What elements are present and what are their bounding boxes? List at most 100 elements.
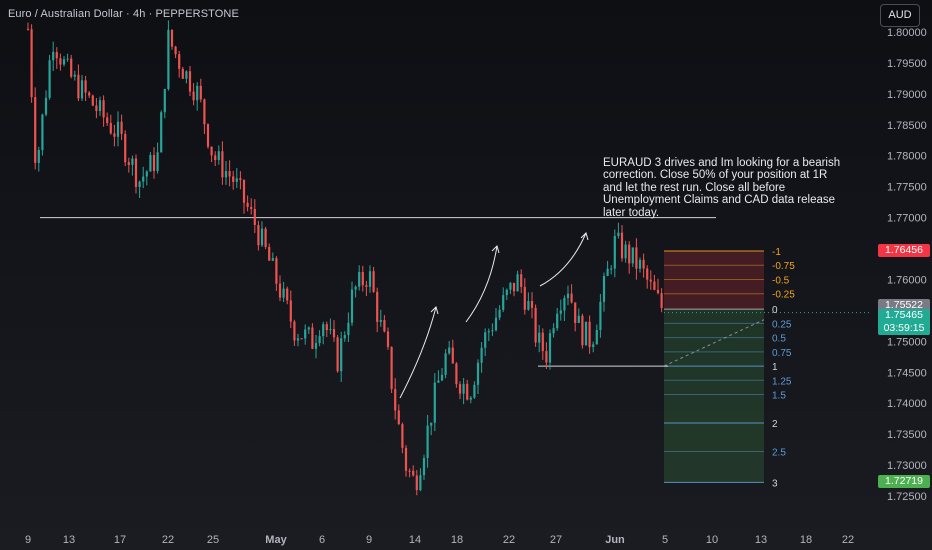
current-price-tag: 1.75465 03:59:15 bbox=[878, 308, 930, 335]
candle-body bbox=[404, 447, 408, 471]
candle-body bbox=[275, 258, 278, 284]
y-tick-label: 1.80000 bbox=[887, 27, 927, 39]
candle-body bbox=[527, 300, 530, 310]
candle-body bbox=[188, 71, 192, 92]
candle-body bbox=[289, 300, 292, 322]
drive-arrow bbox=[465, 245, 498, 323]
candle-body bbox=[293, 321, 296, 341]
candle-body bbox=[505, 289, 508, 296]
y-tick-label: 1.73500 bbox=[887, 429, 927, 441]
y-tick-label: 1.77500 bbox=[887, 182, 927, 194]
candle-body bbox=[95, 105, 98, 111]
candle-body bbox=[59, 58, 62, 65]
candle-body bbox=[116, 121, 120, 137]
candle-body bbox=[109, 123, 112, 134]
candle-body bbox=[574, 302, 577, 324]
x-tick-label: 13 bbox=[63, 534, 75, 546]
candle-body bbox=[192, 91, 195, 101]
candle-body bbox=[642, 259, 645, 269]
candle-body bbox=[512, 282, 516, 292]
candle-body bbox=[480, 347, 483, 363]
candle-body bbox=[268, 246, 271, 261]
candle-body bbox=[343, 335, 346, 339]
projection-line bbox=[663, 319, 765, 367]
candle-body bbox=[638, 259, 642, 269]
candle-body bbox=[570, 293, 573, 303]
candle-body bbox=[545, 351, 548, 363]
y-tick-label: 1.73000 bbox=[887, 460, 927, 472]
candle-body bbox=[340, 338, 343, 372]
stop-price-tag: 1.76456 bbox=[878, 244, 930, 258]
trade-note-line: EURAUD 3 drives and Im looking for a bea… bbox=[603, 157, 841, 169]
candle-body bbox=[462, 383, 465, 394]
candle-body bbox=[617, 232, 620, 236]
candle-body bbox=[451, 347, 454, 364]
x-tick-label: 25 bbox=[207, 534, 219, 546]
candle-body bbox=[167, 29, 170, 90]
candle-body bbox=[98, 100, 102, 111]
risk-zone bbox=[664, 251, 764, 310]
current-price-value: 1.75465 bbox=[885, 308, 923, 321]
candle-body bbox=[26, 28, 30, 30]
candle-body bbox=[314, 343, 318, 349]
candle-body bbox=[44, 97, 48, 115]
candle-body bbox=[538, 332, 541, 343]
candle-body bbox=[329, 329, 332, 331]
candle-body bbox=[653, 281, 656, 290]
candle-body bbox=[577, 315, 580, 324]
fib-level-label: 0.75 bbox=[772, 348, 792, 359]
arrow-head bbox=[580, 232, 589, 241]
candle-body bbox=[484, 332, 487, 348]
candle-body bbox=[466, 383, 469, 400]
candle-body bbox=[34, 97, 37, 163]
candle-body bbox=[419, 475, 422, 491]
candle-body bbox=[430, 422, 433, 426]
fib-level-label: -0.25 bbox=[772, 290, 795, 301]
candle-body bbox=[361, 272, 364, 286]
candle-body bbox=[120, 121, 123, 134]
x-tick-label: 9 bbox=[25, 534, 31, 546]
candle-body bbox=[113, 133, 116, 137]
trade-note-line: Unemployment Claims and CAD data release bbox=[603, 194, 836, 207]
candle-body bbox=[383, 320, 386, 332]
candle-body bbox=[88, 92, 91, 96]
candle-body bbox=[422, 457, 426, 476]
candle-body bbox=[282, 288, 285, 298]
x-tick-label: 13 bbox=[755, 534, 767, 546]
candle-body bbox=[440, 374, 444, 381]
candle-body bbox=[610, 268, 613, 270]
currency-button[interactable]: AUD bbox=[880, 4, 920, 27]
y-tick-label: 1.78000 bbox=[887, 151, 927, 163]
candle-body bbox=[70, 58, 73, 77]
candle-body bbox=[530, 300, 534, 308]
y-tick-label: 1.74000 bbox=[887, 398, 927, 410]
candle-body bbox=[473, 384, 476, 398]
candle-body bbox=[588, 321, 591, 348]
candle-body bbox=[437, 380, 440, 383]
candle-body bbox=[185, 71, 188, 79]
candle-body bbox=[563, 298, 566, 311]
candle-body bbox=[221, 151, 224, 178]
candle-body bbox=[426, 425, 429, 458]
fib-level-label: 0.25 bbox=[772, 319, 792, 330]
trade-note-line: correction. Close 50% of your position a… bbox=[603, 169, 828, 182]
candle-body bbox=[30, 29, 33, 98]
candle-body bbox=[559, 310, 562, 314]
y-tick-label: 1.74500 bbox=[887, 367, 927, 379]
candle-body bbox=[476, 362, 480, 385]
candle-body bbox=[372, 271, 375, 292]
fib-level-label: 2.5 bbox=[772, 447, 786, 458]
candle-body bbox=[412, 470, 415, 476]
bar-countdown: 03:59:15 bbox=[883, 321, 925, 334]
candle-body bbox=[595, 330, 598, 345]
candle-body bbox=[239, 178, 242, 181]
candle-body bbox=[386, 331, 390, 347]
x-tick-label: May bbox=[265, 534, 287, 546]
candle-body bbox=[304, 329, 307, 339]
x-tick-label: 17 bbox=[114, 534, 126, 546]
candle-body bbox=[80, 80, 84, 99]
candle-body bbox=[660, 293, 663, 309]
candle-body bbox=[322, 324, 325, 337]
candle-body bbox=[41, 114, 44, 150]
